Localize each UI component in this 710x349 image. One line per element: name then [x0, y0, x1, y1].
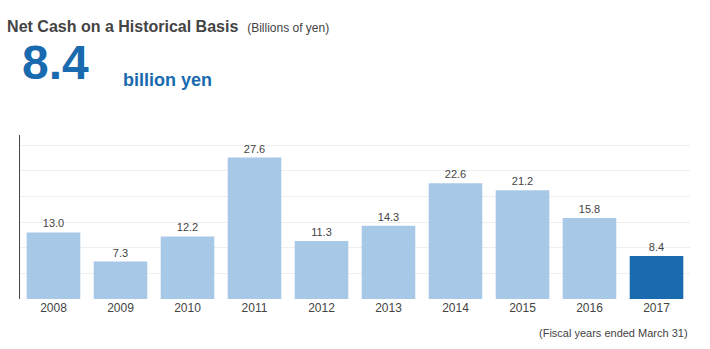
svg-text:11.3: 11.3 [311, 226, 332, 238]
svg-text:2014: 2014 [442, 301, 469, 315]
svg-text:billion yen: billion yen [123, 70, 212, 90]
svg-text:2013: 2013 [375, 301, 402, 315]
svg-text:2011: 2011 [242, 301, 268, 315]
svg-text:8.4: 8.4 [649, 241, 664, 253]
svg-text:2017: 2017 [643, 301, 670, 315]
svg-text:2009: 2009 [107, 301, 134, 315]
svg-text:(Fiscal years ended March 31): (Fiscal years ended March 31) [539, 327, 688, 339]
svg-text:12.2: 12.2 [177, 221, 198, 233]
svg-text:2016: 2016 [576, 301, 603, 315]
svg-text:Net Cash on a Historical Basis: Net Cash on a Historical Basis (Billions… [7, 18, 329, 35]
svg-text:7.3: 7.3 [113, 247, 128, 259]
svg-text:21.2: 21.2 [512, 175, 533, 187]
svg-text:27.6: 27.6 [244, 143, 265, 155]
svg-text:13.0: 13.0 [43, 217, 64, 229]
svg-text:2012: 2012 [308, 301, 335, 315]
svg-text:2015: 2015 [509, 301, 536, 315]
svg-text:2008: 2008 [40, 301, 67, 315]
svg-text:15.8: 15.8 [579, 203, 600, 215]
svg-text:14.3: 14.3 [378, 211, 399, 223]
svg-text:8.4: 8.4 [22, 36, 89, 89]
svg-text:22.6: 22.6 [445, 168, 466, 180]
svg-text:2010: 2010 [174, 301, 201, 315]
